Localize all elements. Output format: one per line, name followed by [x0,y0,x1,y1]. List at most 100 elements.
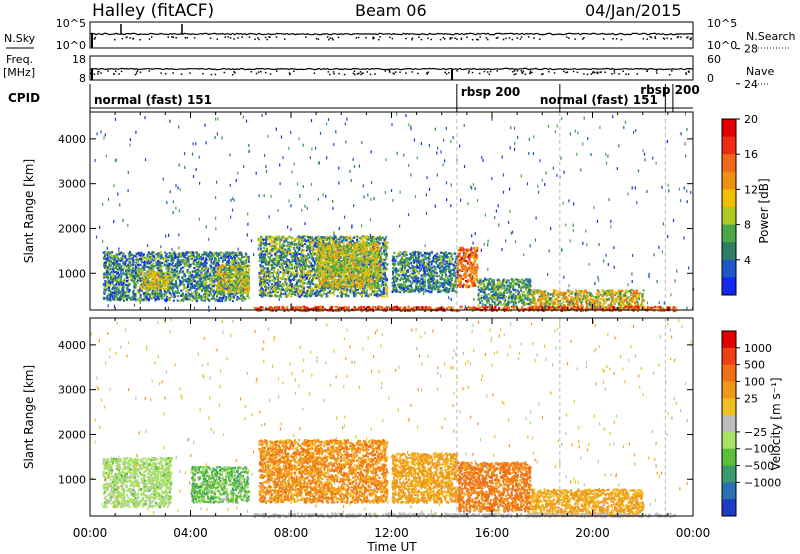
data-cell [246,295,249,298]
data-cell [143,275,146,278]
data-cell [227,290,230,293]
data-cell [206,266,209,269]
freq-dot [529,71,532,74]
data-cell [141,281,143,284]
data-cell [120,275,123,278]
data-cell [198,253,201,256]
data-cell [238,263,241,266]
data-cell [109,254,112,257]
data-cell [228,297,231,300]
data-cell [221,290,224,293]
data-cell [120,282,123,285]
data-cell [164,276,167,279]
data-cell [218,292,220,295]
data-cell [161,261,164,265]
data-cell [261,257,264,260]
data-cell [378,235,381,238]
noise-dot [418,36,420,38]
data-cell [204,268,207,271]
noise-dot [430,38,433,41]
data-cell [165,258,168,261]
noise-dot [172,36,175,39]
data-cell [202,268,205,271]
data-cell [130,298,133,301]
noise-dot [533,37,535,39]
data-cell [271,284,274,287]
data-cell [219,253,222,256]
data-cell [109,298,112,302]
data-cell [373,290,376,293]
data-cell [229,295,232,298]
data-cell [168,251,171,255]
data-cell [206,291,209,294]
data-cell [305,260,308,263]
data-cell [259,252,262,256]
data-cell [166,289,169,292]
data-cell [133,295,136,298]
data-cell [151,264,154,267]
data-cell [220,283,223,286]
data-cell [231,288,234,291]
data-cell [224,266,227,269]
data-cell [221,260,224,264]
noise-dot [305,36,307,38]
data-cell [168,296,171,299]
noise-dot [227,36,229,38]
data-cell [309,241,312,244]
data-cell [328,291,331,294]
data-cell [289,275,292,278]
data-cell [291,278,294,281]
data-cell [205,295,208,298]
data-cell [358,287,361,290]
data-cell [187,262,190,266]
data-cell [157,272,160,275]
data-cell [259,246,262,249]
data-cell [147,289,150,293]
noise-dot [508,37,511,39]
freq-dot [114,70,117,73]
data-cell [111,257,114,260]
data-cell [221,264,224,267]
data-cell [302,264,305,267]
data-cell [236,270,239,273]
data-cell [294,291,296,294]
data-cell [135,299,138,302]
data-cell [245,277,248,280]
freq-right-top-tick: 60 [707,53,721,66]
data-cell [220,297,223,300]
data-cell [234,284,237,287]
data-cell [203,261,206,264]
data-cell [293,278,295,281]
data-cell [166,298,169,301]
data-cell [123,264,125,267]
data-cell [269,295,272,298]
data-cell [374,252,376,255]
data-cell [213,297,216,300]
data-cell [229,283,232,286]
data-cell [241,273,244,276]
data-cell [148,281,150,284]
data-cell [329,290,332,293]
data-cell [273,289,276,292]
data-cell [211,285,214,288]
data-cell [384,249,387,252]
data-cell [159,263,162,266]
noise-dot [332,38,334,41]
data-cell [166,291,169,294]
data-cell [193,260,196,263]
data-cell [350,280,353,283]
noise-dot [264,36,267,39]
data-cell [188,255,191,258]
data-cell [188,275,190,278]
data-cell [138,251,141,254]
noise-dot [365,36,367,39]
data-cell [268,280,271,283]
data-cell [324,263,327,266]
data-cell [197,286,200,290]
data-cell [194,298,197,301]
data-cell [128,261,131,264]
data-cell [213,252,216,255]
data-cell [385,254,388,257]
data-cell [383,271,386,274]
noise-dot [505,37,507,40]
